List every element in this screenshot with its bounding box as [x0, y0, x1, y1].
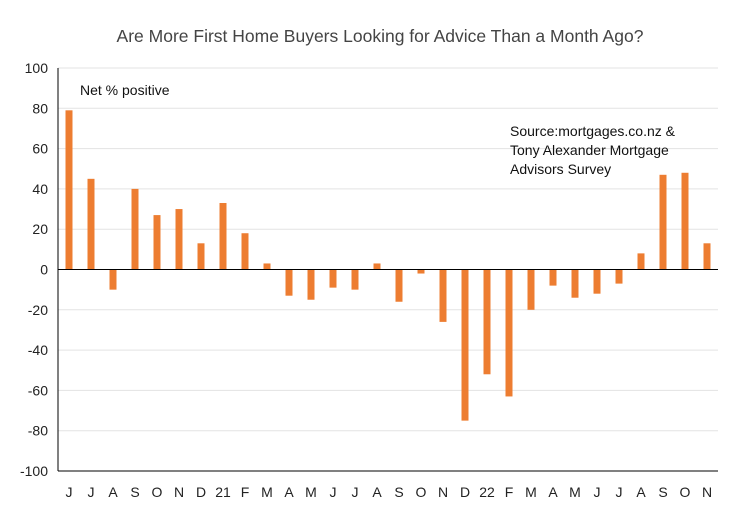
x-tick-label: J: [616, 484, 623, 500]
bar-8: [219, 203, 227, 270]
y-axis-ticks: 100 80 60 40 20 0 -20 -40 -60 -80 -100: [20, 60, 48, 479]
source-line-1: Source:mortgages.co.nz &: [510, 123, 676, 139]
bar-4: [131, 188, 139, 270]
y-tick-label: -100: [20, 463, 48, 479]
bar-12: [307, 269, 315, 300]
y-tick-label: 20: [32, 221, 48, 237]
bar-25: [593, 269, 601, 294]
bar-18: [439, 269, 447, 322]
bar-27: [637, 253, 645, 270]
x-tick-label: O: [416, 484, 427, 500]
bar-21: [505, 269, 513, 397]
bar-7: [197, 243, 205, 270]
bar-17: [417, 269, 425, 274]
y-tick-label: -80: [28, 423, 48, 439]
y-tick-label: -20: [28, 302, 48, 318]
bar-3: [109, 269, 117, 290]
bar-15: [373, 263, 381, 270]
y-axis-note: Net % positive: [80, 82, 170, 98]
x-tick-label: M: [261, 484, 273, 500]
x-tick-label: O: [152, 484, 163, 500]
bar-30: [703, 243, 711, 270]
bar-20: [483, 269, 491, 375]
y-tick-label: 40: [32, 181, 48, 197]
x-tick-label: 21: [215, 484, 231, 500]
x-tick-label: D: [460, 484, 470, 500]
x-tick-label: N: [438, 484, 448, 500]
bar-6: [175, 209, 183, 270]
chart-title: Are More First Home Buyers Looking for A…: [117, 26, 644, 46]
x-tick-label: O: [680, 484, 691, 500]
x-tick-label: S: [394, 484, 403, 500]
y-tick-label: -40: [28, 342, 48, 358]
x-tick-label: A: [108, 484, 118, 500]
bar-2: [87, 178, 95, 270]
bars: [65, 110, 711, 421]
y-tick-label: 80: [32, 100, 48, 116]
x-tick-label: M: [569, 484, 581, 500]
x-tick-label: S: [658, 484, 667, 500]
bar-11: [285, 269, 293, 296]
x-tick-label: N: [174, 484, 184, 500]
bar-13: [329, 269, 337, 288]
x-tick-label: M: [525, 484, 537, 500]
bar-26: [615, 269, 623, 284]
x-tick-label: A: [284, 484, 294, 500]
bar-14: [351, 269, 359, 290]
x-tick-label: J: [88, 484, 95, 500]
x-tick-label: M: [305, 484, 317, 500]
x-tick-label: J: [594, 484, 601, 500]
bar-23: [549, 269, 557, 286]
bar-22: [527, 269, 535, 310]
y-tick-label: -60: [28, 382, 48, 398]
x-tick-label: A: [548, 484, 558, 500]
y-tick-label: 100: [25, 60, 49, 76]
x-tick-label: D: [196, 484, 206, 500]
bar-19: [461, 269, 469, 421]
bar-9: [241, 233, 249, 270]
x-tick-label: J: [330, 484, 337, 500]
bar-29: [681, 172, 689, 270]
bar-1: [65, 110, 73, 270]
source-line-2: Tony Alexander Mortgage: [510, 142, 669, 158]
x-tick-label: J: [352, 484, 359, 500]
bar-24: [571, 269, 579, 298]
y-tick-label: 60: [32, 141, 48, 157]
bar-16: [395, 269, 403, 302]
source-line-3: Advisors Survey: [510, 161, 611, 177]
x-tick-label: F: [505, 484, 514, 500]
x-tick-label: S: [130, 484, 139, 500]
gridlines: [58, 67, 718, 432]
x-axis-ticks: J J A S O N D 21 F M A M J J A S O N D 22 F M A M J J A S O N: [66, 484, 713, 500]
x-tick-label: A: [372, 484, 382, 500]
bar-10: [263, 263, 271, 270]
x-tick-label: F: [241, 484, 250, 500]
bar-28: [659, 174, 667, 270]
bar-5: [153, 215, 161, 270]
x-tick-label: A: [636, 484, 646, 500]
y-tick-label: 0: [40, 262, 48, 278]
x-tick-label: 22: [479, 484, 495, 500]
x-tick-label: J: [66, 484, 73, 500]
x-tick-label: N: [702, 484, 712, 500]
